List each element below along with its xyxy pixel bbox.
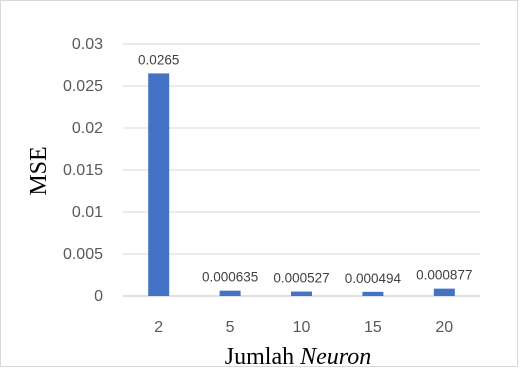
- bars: [148, 73, 455, 297]
- x-tick-label: 15: [364, 319, 382, 336]
- x-tick-label: 2: [154, 319, 163, 336]
- bar: [433, 288, 455, 296]
- gridlines: [123, 43, 480, 297]
- x-axis-title-italic: Neuron: [299, 344, 371, 369]
- x-axis-ticks: 2 5 10 15 20: [154, 319, 453, 336]
- data-label: 0.000635: [202, 270, 258, 285]
- x-tick-label: 5: [226, 319, 235, 336]
- y-tick-label: 0.02: [72, 120, 103, 137]
- y-tick-label: 0.005: [63, 246, 103, 263]
- bar: [219, 290, 241, 296]
- y-tick-label: 0.025: [63, 78, 103, 95]
- bar: [291, 291, 312, 296]
- data-label: 0.000877: [416, 268, 472, 283]
- data-label: 0.0265: [138, 52, 179, 67]
- x-axis-title: Jumlah Neuron: [225, 344, 371, 369]
- x-tick-label: 20: [435, 319, 453, 336]
- data-labels: 0.0265 0.000635 0.000527 0.000494 0.000877: [138, 52, 472, 285]
- data-label: 0.000527: [273, 271, 329, 286]
- data-label: 0.000494: [345, 271, 402, 286]
- y-tick-label: 0.03: [72, 36, 103, 53]
- bar: [362, 291, 384, 296]
- x-tick-label: 10: [293, 319, 311, 336]
- y-tick-label: 0.01: [72, 204, 103, 221]
- y-axis-title: MSE: [26, 146, 52, 195]
- bar: [148, 73, 170, 297]
- y-tick-label: 0: [94, 288, 103, 305]
- x-axis-title-plain: Jumlah: [225, 344, 300, 369]
- y-axis-ticks: 0 0.005 0.01 0.015 0.02 0.025 0.03: [63, 36, 103, 305]
- y-tick-label: 0.015: [63, 162, 103, 179]
